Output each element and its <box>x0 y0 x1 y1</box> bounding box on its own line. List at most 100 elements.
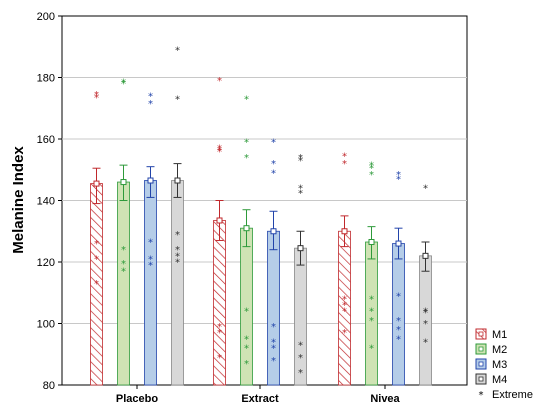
x-category-label: Nivea <box>370 393 400 405</box>
extreme-marker: * <box>270 168 276 179</box>
legend-label-m2: M2 <box>492 344 507 356</box>
extreme-marker: * <box>174 45 180 56</box>
extreme-marker: * <box>120 267 126 278</box>
extreme-marker: * <box>341 328 347 339</box>
extreme-marker: * <box>395 174 401 185</box>
extreme-marker: * <box>216 145 222 156</box>
y-axis-ticks: 80 100 120 140 160 180 200 <box>37 11 62 392</box>
extreme-marker: * <box>368 161 374 172</box>
extreme-marker: * <box>341 294 347 305</box>
mean-marker <box>120 179 127 186</box>
extreme-marker: * <box>422 184 428 195</box>
mean-marker <box>341 228 348 235</box>
legend-label-m3: M3 <box>492 359 507 371</box>
mean-marker <box>93 180 100 187</box>
extreme-marker: * <box>120 259 126 270</box>
extreme-marker: * <box>368 307 374 318</box>
x-category-label: Placebo <box>116 393 158 405</box>
extreme-marker: * <box>270 159 276 170</box>
mean-marker <box>147 177 154 184</box>
extreme-marker: * <box>174 95 180 106</box>
y-tick-label: 180 <box>37 73 55 85</box>
legend-swatch-marker <box>478 376 484 382</box>
extreme-marker: * <box>368 344 374 355</box>
extreme-marker: * <box>243 153 249 164</box>
bar-m3 <box>144 180 157 386</box>
bar-m4 <box>294 247 307 386</box>
extreme-marker: * <box>243 138 249 149</box>
extreme-marker: * <box>297 188 303 199</box>
extreme-marker: * <box>341 307 347 318</box>
extreme-marker: * <box>395 334 401 345</box>
mean-marker <box>216 217 223 224</box>
extreme-marker: * <box>297 156 303 167</box>
extreme-marker: * <box>422 307 428 318</box>
extreme-marker: * <box>93 90 99 101</box>
legend-label-m4: M4 <box>492 374 507 386</box>
extreme-marker: * <box>395 325 401 336</box>
extreme-marker: * <box>297 341 303 352</box>
extreme-marker: * <box>120 78 126 89</box>
y-tick-label: 140 <box>37 196 55 208</box>
legend-label-m1: M1 <box>492 329 507 341</box>
extreme-marker: * <box>243 307 249 318</box>
extreme-marker: * <box>422 308 428 319</box>
bar-m4 <box>171 180 184 386</box>
extreme-marker: * <box>270 322 276 333</box>
extreme-marker: * <box>93 93 99 104</box>
extreme-marker: * <box>297 368 303 379</box>
extreme-marker: * <box>270 337 276 348</box>
extreme-marker: * <box>395 291 401 302</box>
extreme-marker: * <box>297 353 303 364</box>
legend-swatch-marker <box>478 331 484 337</box>
extreme-marker: * <box>216 147 222 158</box>
extreme-marker: * <box>243 344 249 355</box>
extreme-marker: * <box>243 95 249 106</box>
y-tick-label: 120 <box>37 257 55 269</box>
extreme-marker: * <box>270 344 276 355</box>
mean-marker <box>243 225 250 232</box>
legend-label-extreme: Extreme <box>492 389 533 401</box>
extreme-marker: * <box>243 334 249 345</box>
extreme-marker: * <box>341 159 347 170</box>
extreme-marker: * <box>270 138 276 149</box>
legend-extreme-marker: * <box>478 390 484 401</box>
mean-marker <box>297 245 304 252</box>
y-tick-label: 200 <box>37 11 55 23</box>
extreme-marker: * <box>147 91 153 102</box>
extreme-marker: * <box>422 319 428 330</box>
extreme-marker: * <box>93 239 99 250</box>
legend-swatch-marker <box>478 346 484 352</box>
extreme-marker: * <box>174 230 180 241</box>
extreme-marker: * <box>395 316 401 327</box>
y-tick-label: 160 <box>37 134 55 146</box>
legend: M1 M2 M3 M4 * Extreme <box>475 328 533 401</box>
extreme-marker: * <box>341 301 347 312</box>
extreme-marker: * <box>368 164 374 175</box>
x-axis-categories: Placebo Extract Nivea <box>116 385 401 405</box>
extreme-marker: * <box>297 153 303 164</box>
extreme-marker: * <box>93 279 99 290</box>
extreme-marker: * <box>422 337 428 348</box>
extreme-marker: * <box>120 79 126 90</box>
extreme-marker: * <box>216 353 222 364</box>
extreme-marker: * <box>147 238 153 249</box>
bars <box>90 180 432 386</box>
y-axis-label: Melanine Index <box>10 146 27 254</box>
error-bars <box>92 163 430 272</box>
legend-swatch-marker <box>478 361 484 367</box>
mean-marker <box>174 177 181 184</box>
extreme-marker: * <box>216 144 222 155</box>
extreme-marker: * <box>174 251 180 262</box>
extreme-marker: * <box>174 245 180 256</box>
bar-m2 <box>117 181 130 386</box>
extreme-marker: * <box>270 356 276 367</box>
extreme-marker: * <box>368 170 374 181</box>
extreme-marker: * <box>93 254 99 265</box>
extreme-marker: * <box>368 316 374 327</box>
extreme-marker: * <box>147 99 153 110</box>
extreme-marker: * <box>368 294 374 305</box>
extreme-marker: * <box>174 258 180 269</box>
extreme-marker: * <box>216 328 222 339</box>
